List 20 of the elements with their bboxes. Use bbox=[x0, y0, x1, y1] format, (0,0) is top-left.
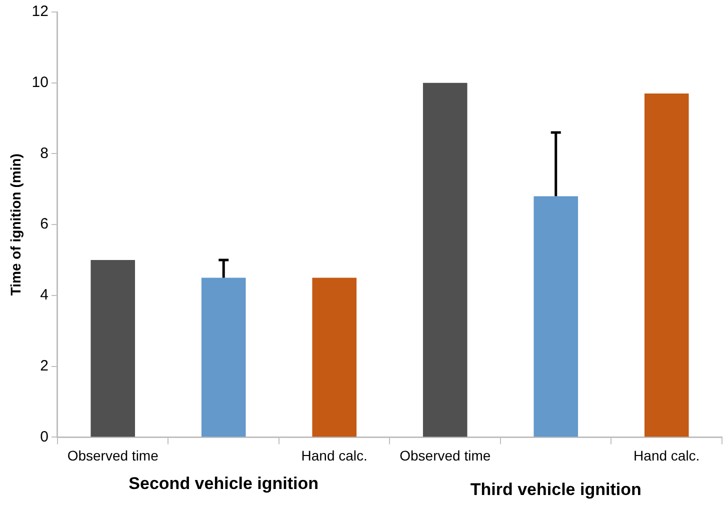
bar bbox=[201, 278, 246, 437]
y-tick-label: 6 bbox=[40, 216, 48, 233]
bar bbox=[90, 260, 136, 437]
x-tick-label: Observed time bbox=[67, 447, 159, 464]
x-tick-label: Hand calc. bbox=[634, 447, 700, 464]
bar bbox=[312, 278, 357, 437]
y-tick-label: 0 bbox=[40, 428, 48, 446]
y-axis-title: Time of ignition (min) bbox=[7, 154, 24, 296]
x-tick-label: Observed time bbox=[400, 447, 491, 464]
y-tick-label: 4 bbox=[40, 286, 48, 304]
bar bbox=[644, 93, 689, 437]
text: Second vehicle ignition bbox=[128, 474, 319, 493]
x-tick-label: Hand calc. bbox=[301, 447, 368, 464]
y-tick-label: 8 bbox=[40, 144, 48, 162]
bar bbox=[422, 82, 468, 437]
y-tick-label: 10 bbox=[32, 74, 48, 92]
bar bbox=[534, 196, 578, 437]
y-tick-label: 2 bbox=[40, 357, 48, 374]
y-tick-label: 12 bbox=[32, 3, 48, 20]
text: Third vehicle ignition bbox=[470, 480, 642, 499]
